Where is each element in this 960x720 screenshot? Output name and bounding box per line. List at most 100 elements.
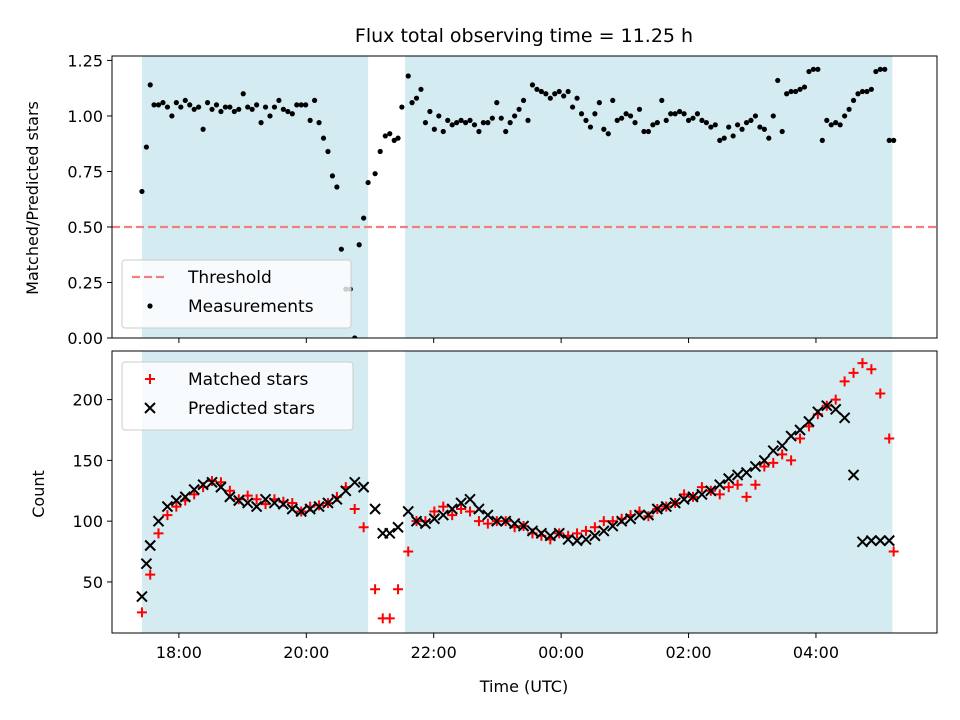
predicted-star-point	[571, 534, 583, 547]
predicted-star-point	[749, 460, 762, 473]
predicted-star-point	[340, 485, 352, 497]
predicted-star-point	[553, 527, 565, 540]
measurement-point	[271, 104, 278, 110]
measurement-point	[846, 106, 852, 112]
measurement-point	[543, 91, 549, 97]
matched-star-point	[750, 479, 761, 490]
predicted-star-point	[224, 491, 236, 503]
measurement-point	[485, 120, 491, 126]
legend-box	[121, 259, 352, 329]
measurement-point	[236, 106, 242, 112]
predicted-star-point	[526, 525, 539, 537]
predicted-star-point	[295, 505, 307, 518]
matched-star-point	[447, 510, 458, 521]
predicted-star-point	[615, 515, 628, 527]
measurement-point	[663, 117, 669, 123]
predicted-star-point	[508, 517, 521, 530]
predicted-star-point	[482, 509, 494, 521]
predicted-star-point	[161, 500, 174, 513]
measurement-point	[480, 120, 487, 126]
matched-star-point	[171, 501, 182, 512]
matched-star-point	[287, 497, 298, 508]
measurement-point	[387, 131, 393, 137]
predicted-star-point	[722, 472, 735, 485]
predicted-star-point	[669, 497, 681, 509]
measurement-point	[864, 88, 870, 95]
matched-star-point	[848, 367, 859, 378]
measurement-point	[245, 104, 251, 110]
measurement-point	[356, 242, 362, 248]
matched-star-point	[759, 461, 770, 472]
measurement-point	[227, 104, 233, 110]
measurement-point	[476, 128, 482, 135]
y-tick-label: 50	[83, 573, 103, 592]
measurement-point	[828, 122, 834, 128]
measurement-point	[685, 117, 692, 123]
y-tick-label: 200	[72, 391, 103, 410]
measurement-point	[422, 120, 429, 126]
measurement-point	[547, 95, 553, 101]
measurement-point	[164, 104, 171, 110]
measurement-point	[325, 148, 331, 155]
measurement-point	[503, 128, 509, 135]
x-axis-label: Time (UTC)	[479, 677, 568, 696]
matched-star-point	[598, 516, 609, 527]
measurement-point	[372, 171, 378, 177]
measurement-point	[623, 111, 629, 117]
matched-star-point	[153, 528, 164, 539]
predicted-star-point	[144, 539, 156, 552]
predicted-star-point	[883, 534, 895, 547]
predicted-star-point	[767, 444, 779, 457]
measurement-point	[819, 137, 825, 143]
measurement-point	[405, 73, 411, 79]
matched-star-point	[349, 504, 360, 515]
matched-star-point	[888, 546, 899, 557]
x-tick-label: 22:00	[411, 643, 457, 662]
measurement-point	[873, 68, 879, 75]
measurement-point	[766, 135, 772, 141]
matched-star-point	[857, 358, 868, 369]
measurement-point	[619, 115, 625, 121]
predicted-star-point	[197, 478, 209, 491]
predicted-star-point	[714, 478, 726, 491]
measurement-point	[377, 148, 383, 155]
predicted-star-point	[651, 503, 664, 515]
measurement-point	[467, 117, 473, 123]
predicted-star-point	[188, 483, 200, 496]
measurement-point	[779, 128, 785, 135]
matched-star-point	[866, 364, 877, 375]
predicted-star-point	[140, 558, 153, 570]
matched-star-point	[607, 516, 618, 527]
predicted-star-point	[215, 481, 227, 493]
predicted-star-point	[428, 513, 441, 525]
measurement-point	[471, 122, 478, 128]
measurement-point	[365, 179, 371, 186]
legend-box	[121, 361, 354, 431]
measurement-point	[445, 117, 451, 123]
measurement-point	[280, 106, 286, 112]
legend-label: Measurements	[188, 297, 314, 317]
legend-predicted-swatch	[144, 402, 156, 414]
predicted-star-point	[598, 525, 610, 537]
y-tick-label: 0.25	[67, 273, 103, 292]
matched-star-point	[438, 501, 449, 512]
matched-star-point	[145, 569, 156, 580]
measurement-point	[529, 82, 536, 88]
measurement-point	[717, 137, 723, 143]
matched-star-point	[393, 584, 404, 595]
matched-star-point	[189, 489, 200, 500]
measurement-point	[320, 135, 327, 141]
predicted-star-point	[589, 530, 601, 542]
measurement-point	[824, 117, 830, 123]
top-panel: 0.00 0.25 0.50 0.75 1.00 1.25 Threshold Measure…	[67, 51, 938, 348]
measurement-point	[520, 97, 527, 104]
matched-star-point	[696, 482, 707, 493]
matched-star-point	[875, 388, 886, 399]
measurement-point	[806, 68, 812, 75]
measurement-point	[294, 102, 300, 108]
top-legend: Threshold Measurements	[121, 259, 352, 329]
measurement-point	[512, 113, 518, 119]
measurement-point	[708, 124, 714, 130]
matched-star-point	[714, 489, 725, 500]
